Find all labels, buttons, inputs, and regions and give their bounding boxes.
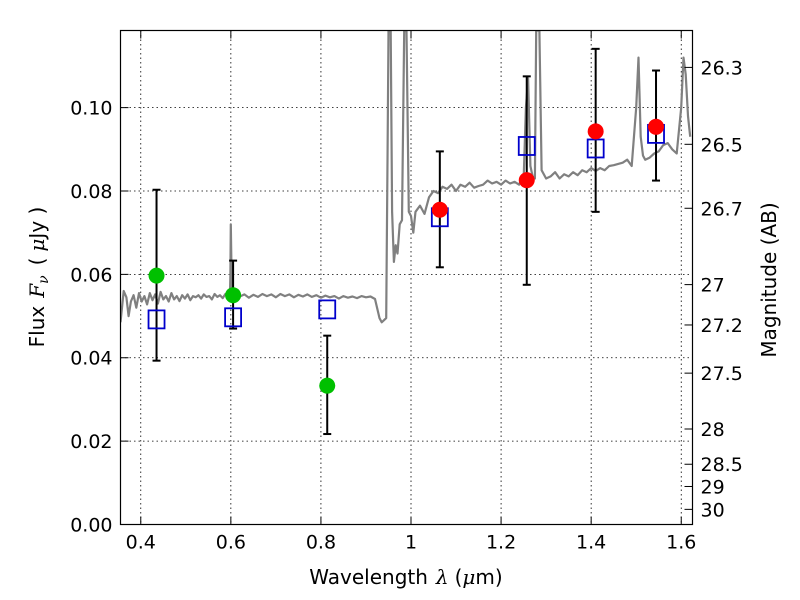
x-axis-label: Wavelength λ (μm): [309, 565, 502, 589]
x-axis: 0.4 0.6 0.8 1 1.2 1.4 1.6: [126, 30, 696, 554]
x-tick-label: 0.6: [216, 532, 246, 554]
model-photometry-square: [224, 307, 242, 328]
observed-flux-point: [225, 287, 242, 304]
magnitude-tick-label: 28: [701, 419, 725, 441]
observed-flux-point: [431, 201, 448, 218]
magnitude-tick-label: 30: [701, 499, 725, 521]
y-tick-label: 0.02: [70, 431, 112, 453]
y-tick-label: 0.08: [70, 181, 112, 203]
magnitude-tick-label: 28.5: [701, 454, 743, 476]
magnitude-tick-label: 26.3: [701, 57, 743, 79]
x-tick-label: 1.4: [576, 532, 606, 554]
magnitude-tick-label: 27.2: [701, 315, 743, 337]
y-axis-label: FluxFν(μJy ): [25, 207, 52, 348]
y-tick-label: 0.00: [70, 515, 112, 537]
observed-flux-point: [587, 123, 604, 140]
x-tick-label: 0.4: [126, 532, 156, 554]
y-tick-label: 0.06: [70, 264, 112, 286]
model-photometry-square: [517, 136, 536, 156]
magnitude-axis-label: Magnitude (AB): [757, 202, 781, 357]
y-axis: 0.00 0.02 0.04 0.06 0.08 0.10: [70, 98, 129, 537]
x-tick-label: 1.2: [486, 532, 516, 554]
magnitude-tick-label: 27: [701, 275, 725, 297]
model-spectrum-line: [120, 30, 692, 324]
observed-flux-point: [648, 118, 665, 135]
observed-flux-point: [319, 377, 336, 394]
plot-frame: [119, 29, 694, 526]
y-tick-label: 0.04: [70, 348, 112, 370]
model-photometry-square: [147, 309, 166, 330]
x-tick-label: 1: [405, 532, 417, 554]
plot-area: [120, 30, 692, 436]
x-tick-label: 1.6: [666, 532, 696, 554]
magnitude-tick-label: 26.5: [701, 134, 743, 156]
magnitude-tick-label: 29: [701, 476, 725, 498]
magnitude-tick-label: 26.7: [701, 198, 743, 220]
observed-flux-point: [148, 267, 165, 284]
model-photometry-square: [586, 138, 605, 159]
model-photometry-square: [318, 299, 337, 320]
x-tick-label: 0.8: [306, 532, 336, 554]
observed-flux-point: [518, 172, 535, 189]
y-tick-label: 0.10: [70, 98, 112, 120]
magnitude-tick-label: 27.5: [701, 363, 743, 385]
